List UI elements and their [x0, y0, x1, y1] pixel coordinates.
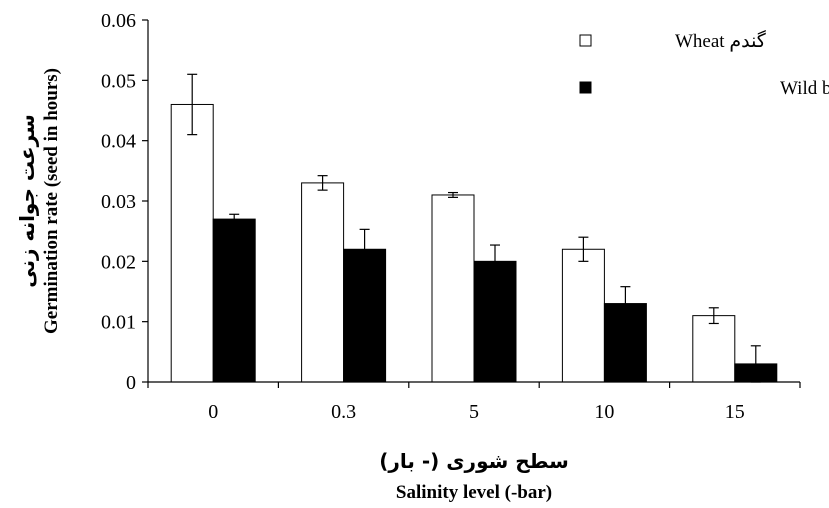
legend: گندم Wheat جودره Wild barely — [579, 29, 829, 99]
y-axis-title-persian: سرعت جوانه زنی — [15, 114, 39, 288]
legend-label-wild-barley: جودره Wild barely — [780, 78, 829, 99]
x-tick-label: 10 — [594, 401, 614, 423]
y-tick-label: 0.02 — [101, 251, 136, 273]
legend-swatch-wild-barley — [579, 81, 592, 94]
axes — [147, 20, 800, 383]
error-bars — [187, 73, 761, 383]
y-tick-label: 0.04 — [101, 131, 136, 153]
y-axis-title: Germination rate (seed in hours) — [41, 68, 62, 334]
legend-swatch-wheat — [579, 34, 592, 47]
y-tick-label: 0.06 — [101, 10, 136, 32]
x-axis-title: Salinity level (-bar) — [396, 482, 552, 503]
bar-wild-barley — [473, 260, 517, 383]
x-tick-label: 0.3 — [331, 401, 356, 423]
bar-wheat — [431, 194, 475, 383]
y-tick-label: 0.01 — [101, 312, 136, 334]
legend-label-wheat: گندم Wheat — [675, 29, 767, 52]
y-tick-label: 0.03 — [101, 191, 136, 213]
bar-wheat — [692, 315, 736, 383]
bar-wheat — [561, 248, 605, 383]
y-tick-label: 0 — [126, 372, 136, 394]
bars — [170, 103, 778, 383]
bar-wheat — [301, 182, 345, 383]
y-tick-label: 0.05 — [101, 70, 136, 92]
bar-wild-barley — [212, 218, 256, 383]
bar-wheat — [170, 103, 214, 383]
x-axis-ticks: 0 0.3 5 10 15 — [147, 382, 801, 423]
x-tick-label: 15 — [725, 401, 745, 423]
x-tick-label: 0 — [208, 401, 218, 423]
y-axis-ticks: 0 0.01 0.02 0.03 0.04 0.05 0.06 — [101, 10, 148, 394]
x-axis-title-persian: سطح شوری (- بار) — [379, 449, 569, 473]
x-tick-label: 5 — [469, 401, 479, 423]
